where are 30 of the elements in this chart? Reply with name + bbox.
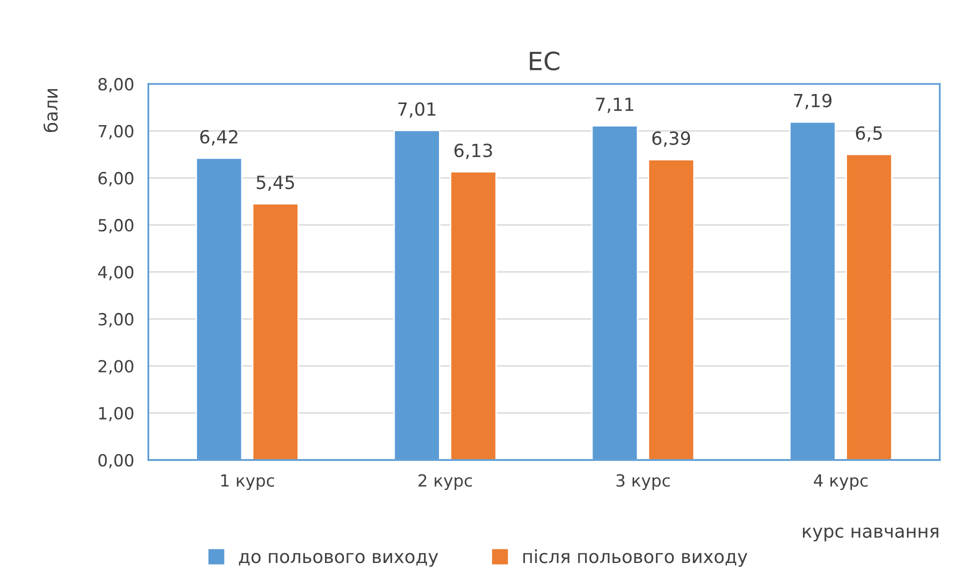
data-label: 7,19 [794,94,832,110]
bar [846,154,892,460]
x-tick-label: 2 курс [418,474,472,490]
legend-label: після польового виходу [523,549,748,567]
bar [252,203,299,460]
data-label: 7,11 [596,98,634,114]
data-label: 6,42 [200,130,238,146]
chart-title: ЕС [530,52,560,70]
y-tick-label: 3,00 [98,312,134,328]
x-tick-label: 3 курс [616,474,670,490]
y-tick-label: 6,00 [98,172,134,186]
bar [648,158,695,460]
data-label: 6,5 [856,126,882,142]
y-tick-label: 0,00 [98,454,134,468]
y-axis-title: бали [43,89,58,132]
y-tick-label: 5,00 [98,218,134,234]
data-label: 7,01 [398,102,436,118]
data-label: 6,39 [652,131,690,147]
data-label: 6,13 [454,144,492,160]
y-tick-label: 7,00 [98,124,134,140]
y-tick-label: 8,00 [98,78,134,92]
x-axis-title: курс навчання [802,528,938,542]
data-label: 5,45 [256,176,294,192]
y-tick-label: 4,00 [98,266,134,280]
legend-label: до польового виходу [238,552,438,567]
bar [450,171,497,460]
x-tick-label: 1 курс [221,474,274,490]
y-tick-label: 2,00 [98,360,134,374]
x-tick-label: 4 курс [814,474,868,490]
y-tick-label: 1,00 [99,406,134,422]
